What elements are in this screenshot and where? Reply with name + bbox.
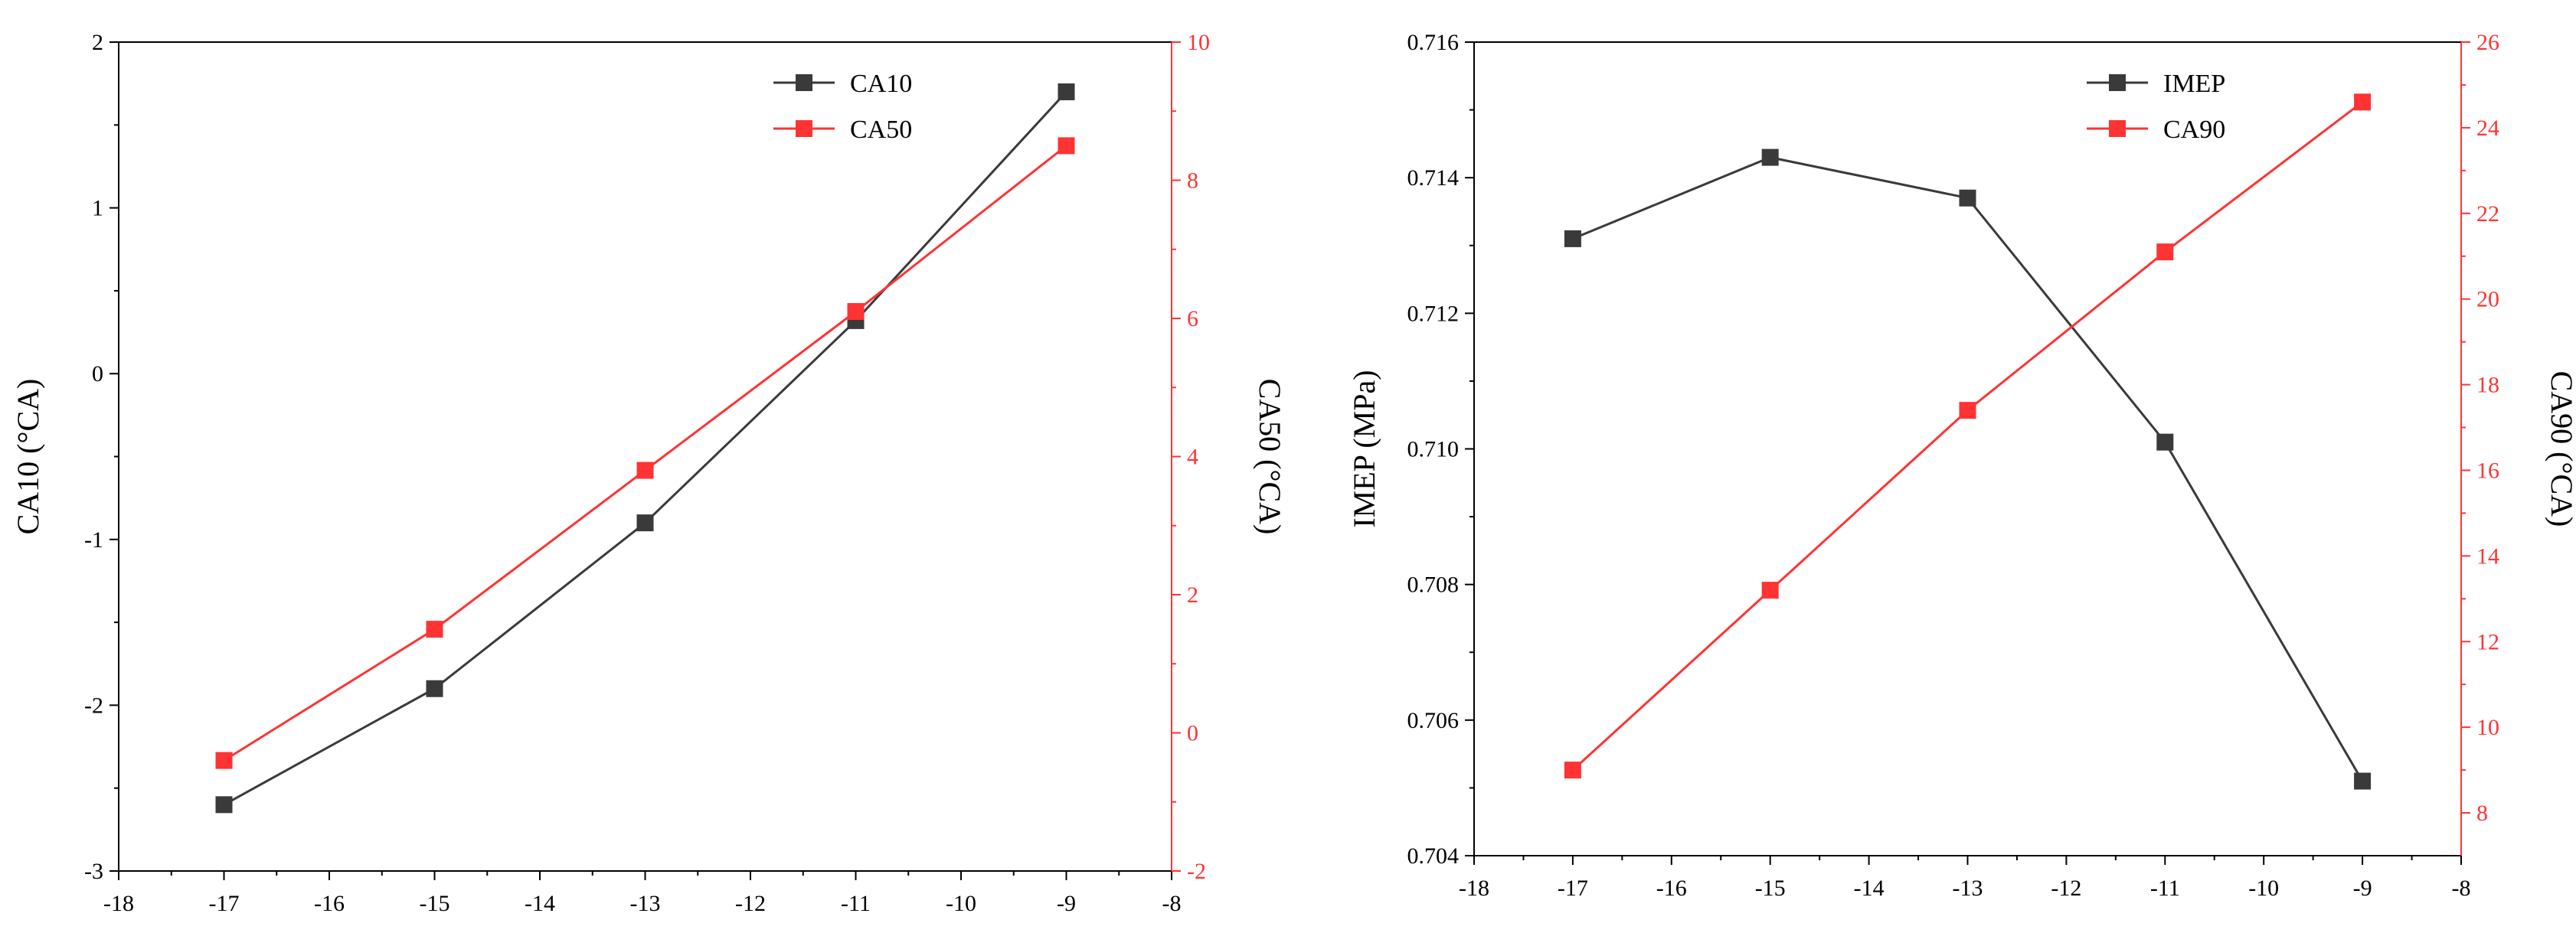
x-tick-label: -17 — [1558, 876, 1588, 901]
y-left-tick-label: 2 — [92, 30, 103, 55]
legend-marker-ca50 — [796, 120, 812, 137]
y-left-axis-title: IMEP (MPa) — [1347, 370, 1381, 527]
data-point-ca10 — [636, 514, 654, 532]
x-tick-label: -17 — [209, 891, 240, 916]
data-point-ca50 — [426, 621, 443, 638]
x-tick-label: -9 — [1057, 891, 1076, 916]
data-point-ca10 — [426, 680, 443, 697]
y-left-tick-label: 0.716 — [1407, 30, 1460, 55]
chart-imep-ca90: -18 -17 -16 -15 -14 -13 -12 -11 -10 -9 -8 0.704 0.70… — [1347, 30, 2576, 901]
y-right-tick-label: 22 — [2476, 201, 2499, 227]
y-right-tick-label: 2 — [1187, 582, 1198, 608]
data-point-imep — [1564, 230, 1581, 247]
x-tick-label: -11 — [2150, 876, 2180, 901]
x-tick-label: -10 — [946, 891, 976, 916]
y-left-tick-label: 0.714 — [1407, 165, 1460, 191]
data-point-ca50 — [215, 752, 233, 769]
y-left-tick-label: 0.708 — [1407, 572, 1460, 598]
data-point-ca90 — [1564, 762, 1581, 779]
y-right-axis-title: CA50 (°CA) — [1253, 379, 1287, 535]
legend-marker-imep — [2109, 74, 2126, 91]
data-point-imep — [2156, 433, 2174, 451]
data-point-ca50 — [636, 462, 654, 479]
y-right-tick-label: 26 — [2476, 30, 2499, 55]
y-left-tick-label: 0.704 — [1407, 843, 1460, 869]
x-tick-label: -15 — [1755, 876, 1786, 901]
y-right-tick-label: 6 — [1187, 306, 1198, 331]
data-point-imep — [1959, 189, 1976, 207]
data-point-imep — [1761, 148, 1779, 166]
data-point-ca90 — [2354, 93, 2372, 111]
x-tick-label: -14 — [1854, 876, 1885, 901]
y-right-tick-label: 8 — [2476, 801, 2488, 826]
x-tick-label: -11 — [841, 891, 871, 916]
y-left-tick-label: 0.710 — [1407, 437, 1460, 462]
y-right-tick-label: 18 — [2476, 373, 2499, 398]
x-tick-label: -12 — [2051, 876, 2081, 901]
data-point-ca90 — [2156, 243, 2174, 261]
y-right-tick-label: 16 — [2476, 458, 2499, 483]
x-tick-label: -13 — [630, 891, 661, 916]
y-right-tick-label: 8 — [1187, 168, 1198, 194]
y-right-tick-label: 4 — [1187, 445, 1198, 470]
y-right-tick-label: 12 — [2476, 629, 2499, 654]
y-right-tick-label: 14 — [2476, 543, 2499, 569]
x-tick-label: -8 — [1162, 891, 1182, 916]
x-tick-label: -13 — [1953, 876, 1983, 901]
series-line-imep — [1572, 156, 2364, 782]
legend-marker-ca10 — [796, 74, 812, 91]
y-right-tick-label: 24 — [2476, 116, 2499, 141]
chart-ignition-timing: -18 -17 -16 -15 -14 -13 -12 -11 -10 -9 -8-3-2-1012… — [11, 30, 1287, 916]
data-point-imep — [2354, 772, 2372, 790]
legend-label-ca10: CA10 — [850, 70, 912, 98]
x-tick-label: -16 — [314, 891, 345, 916]
x-tick-label: -14 — [525, 891, 555, 916]
x-tick-label: -15 — [420, 891, 450, 916]
y-right-tick-label: 10 — [1187, 30, 1210, 55]
legend-marker-ca90 — [2109, 120, 2126, 137]
data-point-ca50 — [1058, 137, 1075, 155]
legend-label-imep: IMEP — [2163, 70, 2225, 98]
legend-label-ca50: CA50 — [850, 116, 912, 144]
y-left-tick-label: -2 — [84, 693, 103, 718]
x-tick-label: -9 — [2353, 876, 2372, 901]
data-point-ca50 — [847, 302, 865, 320]
data-point-ca10 — [1058, 83, 1075, 100]
y-right-tick-label: 0 — [1187, 721, 1198, 746]
y-left-axis-title: CA10 (°CA) — [11, 379, 45, 535]
x-tick-label: -8 — [2452, 876, 2471, 901]
y-left-tick-label: 0.712 — [1407, 301, 1460, 326]
y-right-axis-title: CA90 (°CA) — [2545, 371, 2576, 527]
series-line-ca10 — [223, 90, 1067, 806]
y-left-tick-label: -3 — [84, 859, 103, 884]
x-tick-label: -16 — [1656, 876, 1687, 901]
y-left-tick-label: 0 — [92, 361, 103, 387]
y-right-tick-label: -2 — [1187, 859, 1206, 884]
y-left-tick-label: 0.706 — [1407, 708, 1460, 733]
y-right-tick-label: 10 — [2476, 715, 2499, 740]
x-tick-label: -18 — [1459, 876, 1489, 901]
x-tick-label: -18 — [103, 891, 134, 916]
y-right-tick-label: 20 — [2476, 287, 2499, 312]
x-tick-label: -12 — [735, 891, 766, 916]
x-tick-label: -10 — [2248, 876, 2279, 901]
series-line-ca50 — [223, 145, 1067, 762]
legend-label-ca90: CA90 — [2163, 116, 2225, 144]
data-point-ca10 — [215, 796, 233, 814]
y-left-tick-label: 1 — [92, 196, 103, 221]
y-left-tick-label: -1 — [84, 527, 103, 553]
data-point-ca90 — [1761, 582, 1779, 599]
data-point-ca90 — [1959, 402, 1976, 419]
